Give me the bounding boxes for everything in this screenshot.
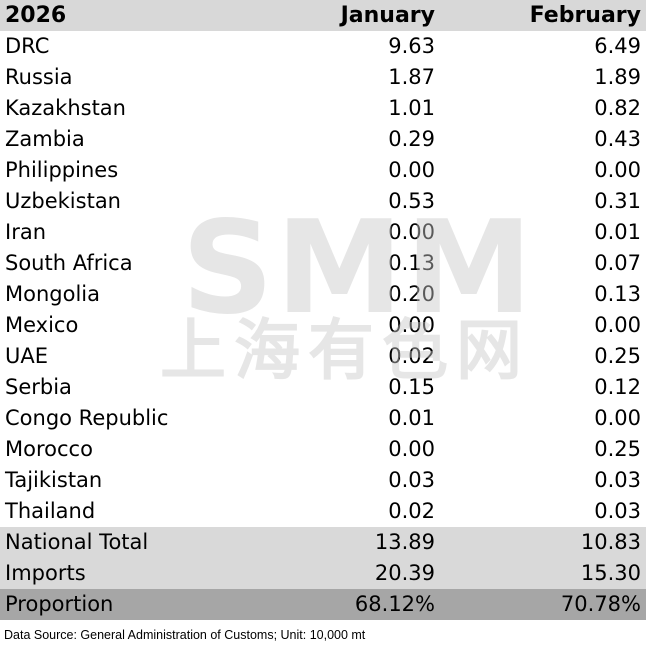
country-cell: Mexico xyxy=(5,313,79,337)
table-row: Thailand 0.02 0.03 xyxy=(0,496,646,527)
proportion-january: 68.12% xyxy=(354,592,435,616)
country-cell: Zambia xyxy=(5,127,85,151)
data-source-note: Data Source: General Administration of C… xyxy=(4,628,366,642)
table-row: UAE 0.02 0.25 xyxy=(0,341,646,372)
country-rows: DRC 9.63 6.49 Russia 1.87 1.89 Kazakhstan 1.01 0… xyxy=(0,31,646,527)
table-row: Uzbekistan 0.53 0.31 xyxy=(0,186,646,217)
january-value: 0.00 xyxy=(388,313,435,337)
header-january: January xyxy=(340,3,435,28)
country-cell: Thailand xyxy=(5,499,96,523)
total-label: National Total xyxy=(5,530,149,554)
imports-january: 20.39 xyxy=(374,561,435,585)
table-row: South Africa 0.13 0.07 xyxy=(0,248,646,279)
national-total-row: National Total 13.89 10.83 xyxy=(0,527,646,558)
proportion-february: 70.78% xyxy=(560,592,641,616)
country-cell: Iran xyxy=(5,220,47,244)
table-row: Serbia 0.15 0.12 xyxy=(0,372,646,403)
january-value: 0.00 xyxy=(388,158,435,182)
table-row: Tajikistan 0.03 0.03 xyxy=(0,465,646,496)
february-value: 0.13 xyxy=(594,282,641,306)
import-data-table: 2026 January February DRC 9.63 6.49 Russia 1… xyxy=(0,0,646,620)
february-value: 0.03 xyxy=(594,468,641,492)
imports-row: Imports 20.39 15.30 xyxy=(0,558,646,589)
country-cell: Uzbekistan xyxy=(5,189,121,213)
table-row: Philippines 0.00 0.00 xyxy=(0,155,646,186)
proportion-label: Proportion xyxy=(5,592,114,616)
table-row: Congo Republic 0.01 0.00 xyxy=(0,403,646,434)
country-cell: Russia xyxy=(5,65,73,89)
proportion-row: Proportion 68.12% 70.78% xyxy=(0,589,646,620)
country-cell: Morocco xyxy=(5,437,93,461)
january-value: 0.00 xyxy=(388,220,435,244)
february-value: 0.01 xyxy=(594,220,641,244)
table-row: Kazakhstan 1.01 0.82 xyxy=(0,93,646,124)
country-cell: Kazakhstan xyxy=(5,96,126,120)
table-row: Russia 1.87 1.89 xyxy=(0,62,646,93)
table-row: Zambia 0.29 0.43 xyxy=(0,124,646,155)
february-value: 0.31 xyxy=(594,189,641,213)
total-february: 10.83 xyxy=(580,530,641,554)
table-row: Mongolia 0.20 0.13 xyxy=(0,279,646,310)
header-february: February xyxy=(529,3,641,28)
january-value: 0.29 xyxy=(388,127,435,151)
january-value: 0.02 xyxy=(388,499,435,523)
february-value: 1.89 xyxy=(594,65,641,89)
february-value: 0.25 xyxy=(594,437,641,461)
february-value: 6.49 xyxy=(594,34,641,58)
february-value: 0.03 xyxy=(594,499,641,523)
january-value: 0.13 xyxy=(388,251,435,275)
country-cell: DRC xyxy=(5,34,50,58)
february-value: 0.25 xyxy=(594,344,641,368)
country-cell: Serbia xyxy=(5,375,72,399)
header-year: 2026 xyxy=(5,3,67,28)
imports-label: Imports xyxy=(5,561,86,585)
january-value: 0.20 xyxy=(388,282,435,306)
february-value: 0.43 xyxy=(594,127,641,151)
imports-february: 15.30 xyxy=(580,561,641,585)
february-value: 0.82 xyxy=(594,96,641,120)
february-value: 0.07 xyxy=(594,251,641,275)
country-cell: Philippines xyxy=(5,158,119,182)
table-row: Iran 0.00 0.01 xyxy=(0,217,646,248)
february-value: 0.00 xyxy=(594,313,641,337)
country-cell: Mongolia xyxy=(5,282,100,306)
total-january: 13.89 xyxy=(374,530,435,554)
january-value: 0.00 xyxy=(388,437,435,461)
country-cell: Congo Republic xyxy=(5,406,169,430)
february-value: 0.00 xyxy=(594,406,641,430)
january-value: 1.01 xyxy=(388,96,435,120)
january-value: 0.02 xyxy=(388,344,435,368)
january-value: 1.87 xyxy=(388,65,435,89)
january-value: 0.53 xyxy=(388,189,435,213)
january-value: 9.63 xyxy=(388,34,435,58)
february-value: 0.12 xyxy=(594,375,641,399)
january-value: 0.01 xyxy=(388,406,435,430)
header-row: 2026 January February xyxy=(0,0,646,31)
table-row: Mexico 0.00 0.00 xyxy=(0,310,646,341)
february-value: 0.00 xyxy=(594,158,641,182)
january-value: 0.03 xyxy=(388,468,435,492)
country-cell: South Africa xyxy=(5,251,133,275)
january-value: 0.15 xyxy=(388,375,435,399)
table-row: DRC 9.63 6.49 xyxy=(0,31,646,62)
country-cell: UAE xyxy=(5,344,49,368)
country-cell: Tajikistan xyxy=(5,468,103,492)
table-row: Morocco 0.00 0.25 xyxy=(0,434,646,465)
